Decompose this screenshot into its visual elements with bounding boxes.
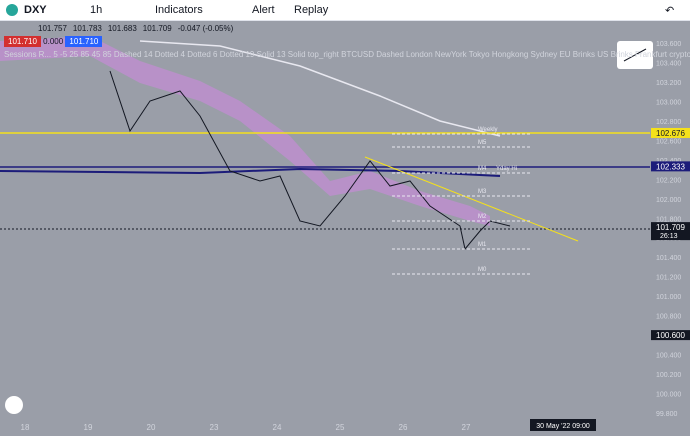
quote-value: 101.783 <box>72 24 102 33</box>
level-label: Yday Hi <box>496 166 517 172</box>
indicators-button[interactable]: Indicators <box>155 4 203 16</box>
time-tick-label: 18 <box>21 423 30 432</box>
price-tick-label: 103.000 <box>656 99 681 106</box>
crosshair-tag <box>530 419 596 431</box>
alert-button[interactable]: Alert <box>252 4 275 16</box>
symbol[interactable]: DXY <box>24 4 47 16</box>
time-tick-label: 20 <box>147 423 156 432</box>
price-tick-label: 101.200 <box>656 275 681 282</box>
toolbar: DXY 1h Indicators Alert Replay ↶ <box>0 0 690 21</box>
moving-average-2 <box>139 40 501 137</box>
level-label: M2 <box>478 214 487 220</box>
price-path <box>109 70 511 251</box>
price-tick-label: 103.200 <box>656 80 681 87</box>
price-tag-label: 101.709 <box>656 223 685 232</box>
time-tick-label: 24 <box>273 423 282 432</box>
drawing-icon <box>623 48 647 62</box>
price-tag-label: 100.600 <box>656 331 685 340</box>
price-tag <box>651 161 690 172</box>
replay-button[interactable]: Replay <box>294 4 329 16</box>
time-tick-label: 23 <box>210 423 219 432</box>
time-tick-label: 19 <box>84 423 93 432</box>
price-tag-label: 102.676 <box>656 129 685 138</box>
time-axis-bg <box>0 418 650 436</box>
price-tick-label: 102.000 <box>656 197 681 204</box>
price-tick-label: 99.800 <box>656 411 678 418</box>
countdown: 26:13 <box>660 233 678 240</box>
spread: 0.000 <box>43 37 64 46</box>
price-tag <box>651 330 690 341</box>
level-label: M5 <box>478 140 487 146</box>
price-tick-label: 102.400 <box>656 158 681 165</box>
level-label: M3 <box>478 189 487 195</box>
price-tick-label: 100.200 <box>656 372 681 379</box>
price-tick-label: 102.800 <box>656 119 681 126</box>
price-tag <box>651 127 690 138</box>
chart: Weekly M5 Yday Hi M4 M3 M2 M1 M0 103.600 103.400… <box>0 21 690 436</box>
time-tick-label: 25 <box>336 423 345 432</box>
trend-line <box>364 156 579 242</box>
level-label: M4 <box>478 166 487 172</box>
quote-value: 101.683 <box>107 24 137 33</box>
quote-row: 101.757 101.783 101.683 101.709 -0.047 (-0.0… <box>4 24 690 33</box>
price-tick-label: 102.200 <box>656 177 681 184</box>
crosshair-time: 30 May '22 09:00 <box>536 423 590 430</box>
bid[interactable]: 101.710 <box>4 36 41 47</box>
level-label: M0 <box>478 267 487 273</box>
price-tick-label: 103.400 <box>656 60 681 67</box>
quote-value: -0.047 (-0.05%) <box>177 24 234 33</box>
price-tick-label: 100.000 <box>656 392 681 399</box>
level-label: Weekly <box>478 127 498 133</box>
quote-value: 101.709 <box>142 24 172 33</box>
price-tick-label: 100.800 <box>656 314 681 321</box>
price-tick-label: 100.400 <box>656 353 681 360</box>
symbol-icon <box>6 4 18 16</box>
ask[interactable]: 101.710 <box>65 36 103 47</box>
logo <box>5 396 23 414</box>
price-tag <box>651 222 690 241</box>
price-tick-label: 101.400 <box>656 255 681 262</box>
price-tick-label: 102.600 <box>656 138 681 145</box>
legend: 101.757 101.783 101.683 101.709 -0.047 (-0.0… <box>4 24 690 59</box>
time-tick-label: 27 <box>462 423 471 432</box>
level-label: M1 <box>478 242 487 248</box>
price-tag-label: 102.333 <box>656 162 685 171</box>
undo-button[interactable]: ↶ <box>665 5 675 17</box>
price-tick-label: 101.000 <box>656 294 681 301</box>
interval[interactable]: 1h <box>90 4 103 16</box>
cloud-band <box>0 36 490 226</box>
price-tick-label: 101.800 <box>656 216 681 223</box>
indicator-legend: Sessions R... 5 -5 25 85 45 85 Dashed 14… <box>4 50 690 59</box>
time-tick-label: 26 <box>399 423 408 432</box>
price-tick-label: 103.600 <box>656 41 681 48</box>
quote-value: 101.757 <box>38 24 67 33</box>
